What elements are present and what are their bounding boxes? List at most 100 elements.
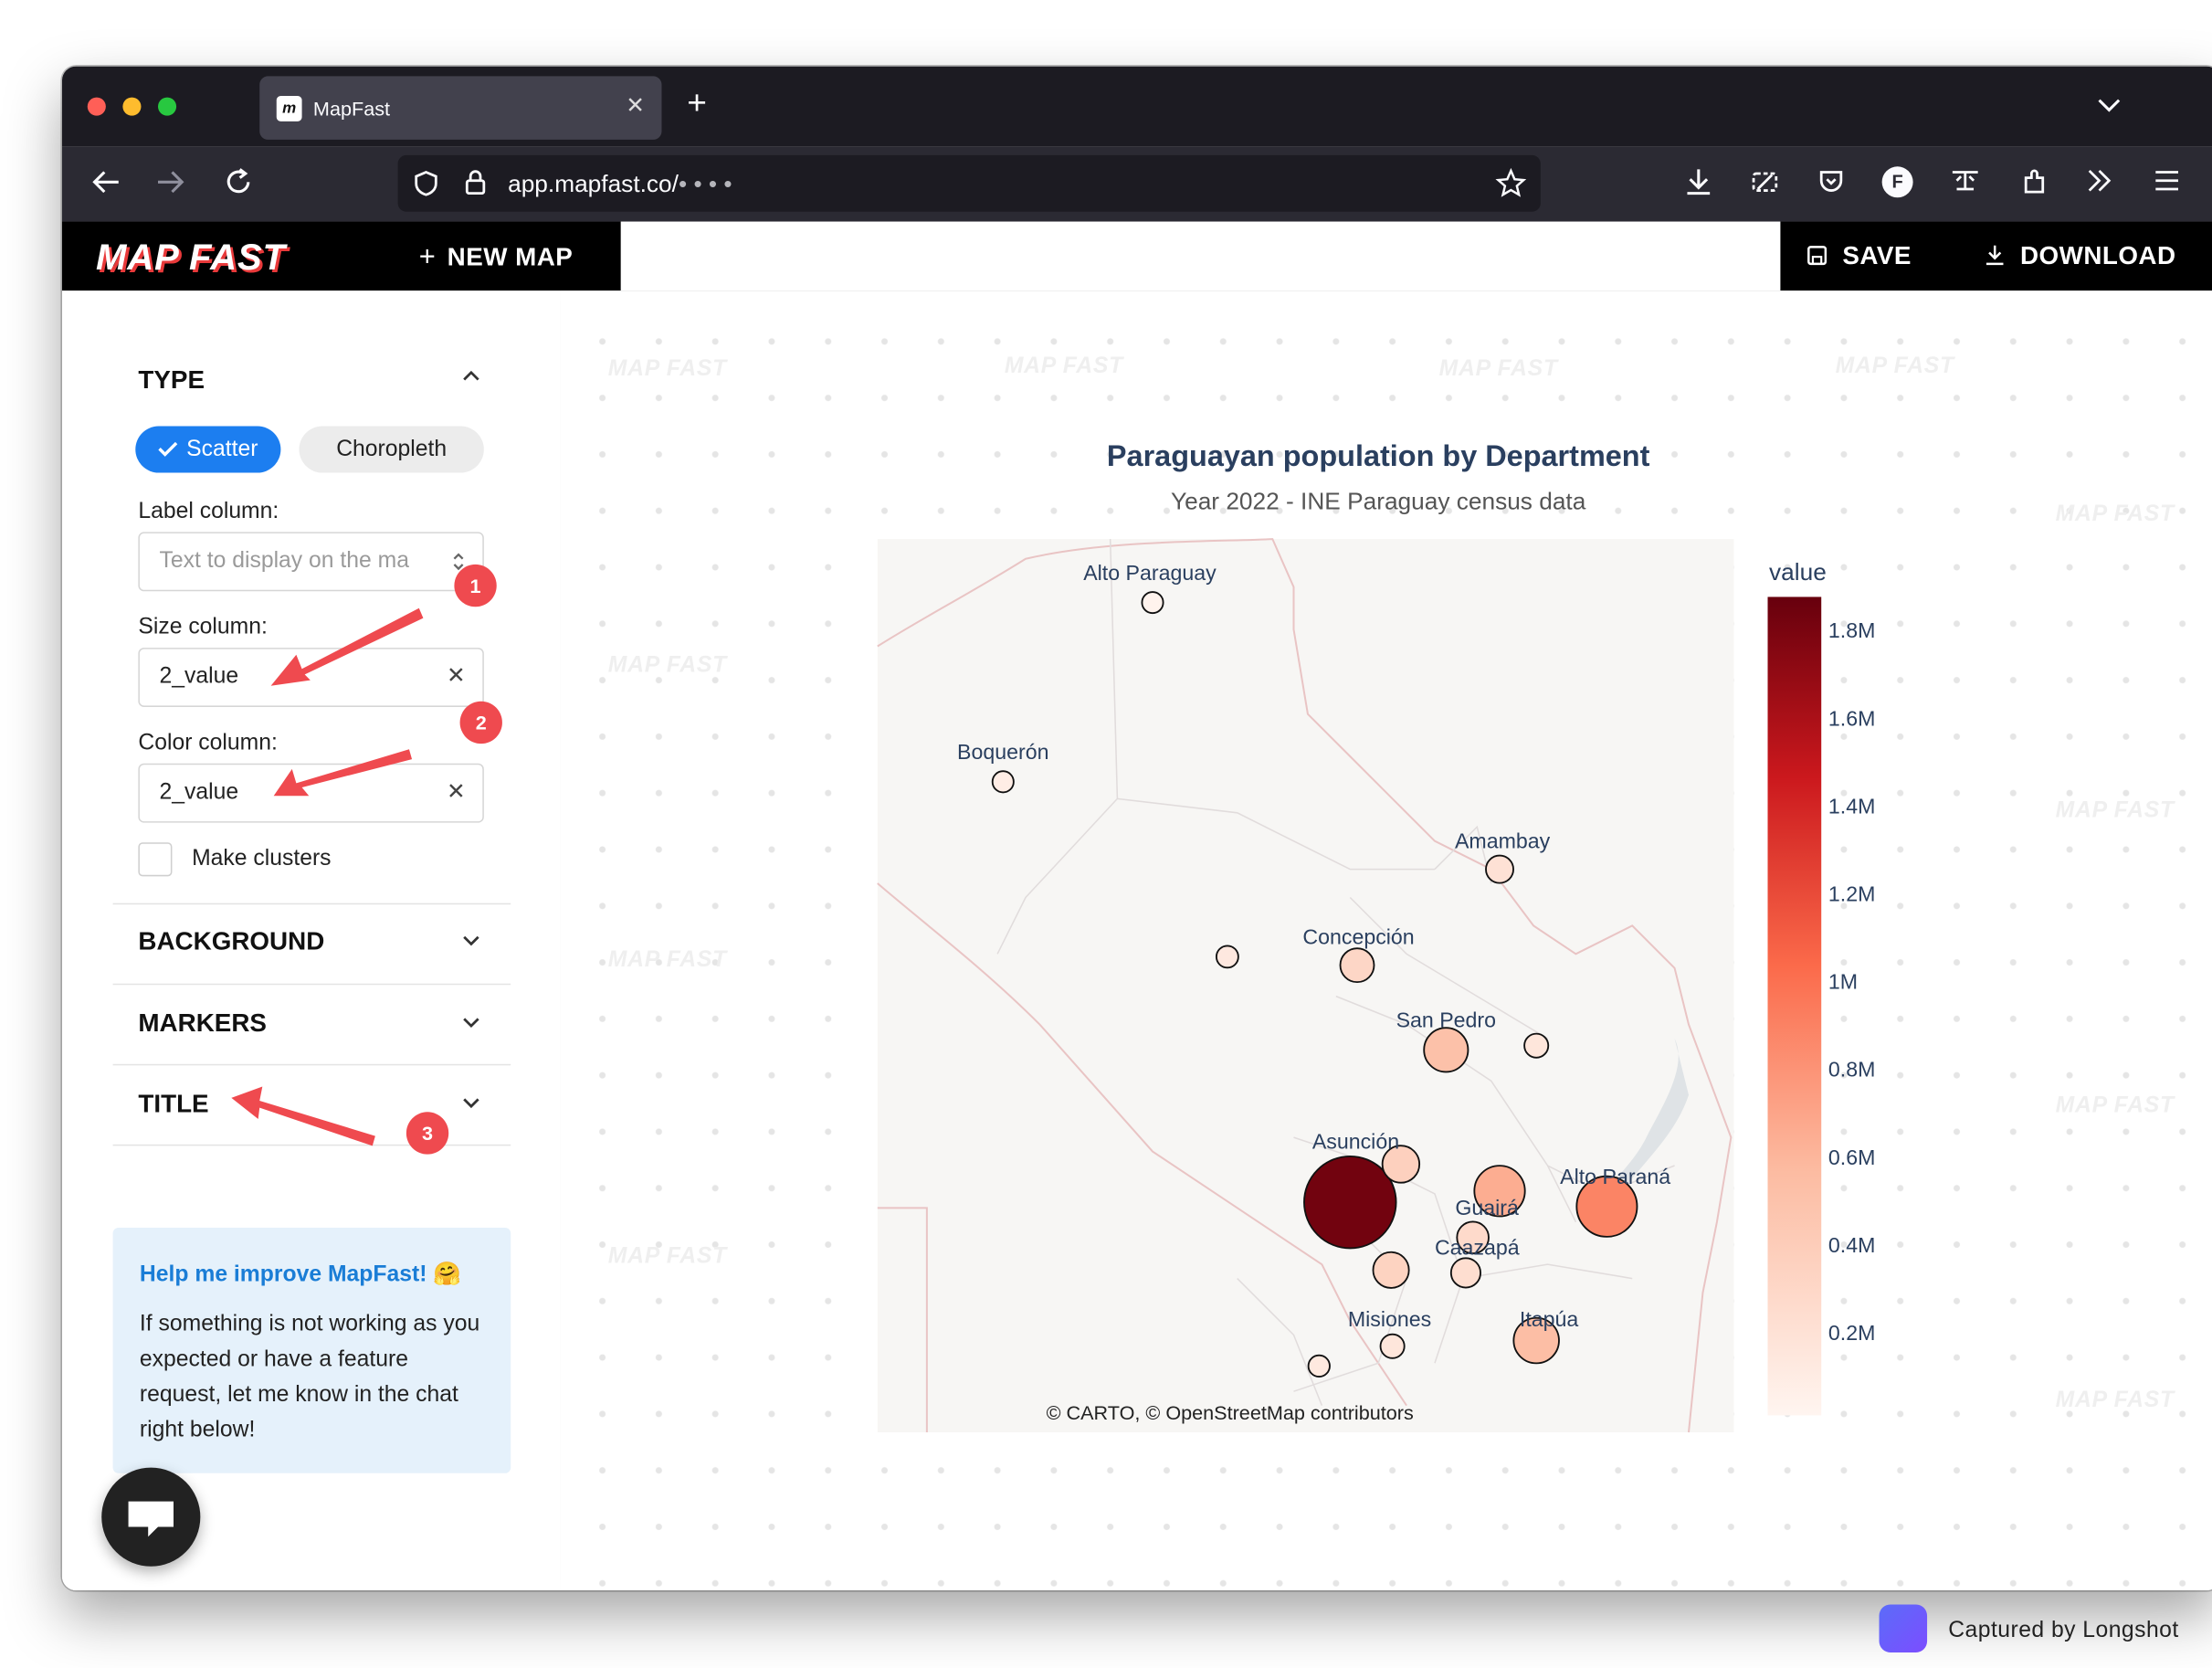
url-bar[interactable]: app.mapfast.co/• • • • [397, 154, 1541, 212]
point-label: Concepción [1302, 924, 1414, 948]
translate-icon[interactable] [1950, 166, 1981, 203]
scatter-point[interactable] [1456, 1220, 1490, 1255]
clear-color-icon[interactable]: ✕ [447, 780, 466, 805]
markers-section-header[interactable]: MARKERS [138, 1008, 267, 1038]
point-label: Itapúa [1520, 1307, 1579, 1331]
label-column-label: Label column: [138, 499, 279, 524]
chart-title: Paraguayan population by Department [1107, 439, 1650, 472]
bookmark-star-icon[interactable] [1495, 167, 1527, 206]
scatter-point[interactable] [1575, 1175, 1638, 1238]
watermark: MAP FAST [2055, 1388, 2175, 1413]
zoom-window-button[interactable] [158, 97, 177, 116]
chevron-down-icon[interactable] [461, 1010, 481, 1033]
colorbar-tick-label: 0.8M [1828, 1058, 1875, 1082]
new-map-button[interactable]: + NEW MAP [418, 241, 574, 273]
annotation-badge-3: 3 [406, 1112, 449, 1155]
scatter-point[interactable] [1307, 1354, 1331, 1378]
scatter-point[interactable] [1473, 1165, 1526, 1218]
scatter-point[interactable] [1423, 1027, 1469, 1073]
watermark: MAP FAST [2055, 501, 2175, 527]
make-clusters-checkbox[interactable] [138, 842, 173, 877]
chevron-down-icon[interactable] [461, 1091, 481, 1114]
scatter-point[interactable] [991, 770, 1015, 794]
scatter-point[interactable] [1141, 591, 1164, 615]
point-label: Caazapá [1435, 1235, 1520, 1259]
size-column-select[interactable]: 2_value ✕ [138, 648, 484, 707]
background-section-header[interactable]: BACKGROUND [138, 926, 325, 955]
clear-size-icon[interactable]: ✕ [447, 664, 466, 689]
scatter-point[interactable] [1449, 1257, 1481, 1289]
divider [112, 983, 511, 986]
longshot-logo-icon [1879, 1604, 1928, 1652]
divider [112, 1063, 511, 1066]
point-label: Alto Paraguay [1083, 561, 1217, 585]
screenshot-icon[interactable] [1749, 166, 1780, 206]
forward-arrow-icon[interactable] [155, 166, 186, 206]
map-attribution: © CARTO, © OpenStreetMap contributors [1047, 1401, 1414, 1424]
extensions-puzzle-icon[interactable] [2020, 166, 2049, 206]
lock-icon[interactable] [463, 168, 489, 204]
back-arrow-icon[interactable] [90, 166, 121, 206]
scatter-point[interactable] [1372, 1251, 1410, 1289]
watermark: MAP FAST [2055, 1093, 2175, 1118]
browser-tab[interactable]: m MapFast ✕ [259, 76, 662, 140]
scatter-point[interactable] [1303, 1155, 1397, 1250]
scatter-point[interactable] [1512, 1316, 1560, 1365]
hamburger-menu-icon[interactable] [2153, 166, 2181, 203]
make-clusters-label: Make clusters [192, 846, 332, 871]
scatter-point[interactable] [1381, 1145, 1421, 1184]
mapfast-favicon: m [276, 96, 302, 121]
color-column-label: Color column: [138, 731, 278, 755]
divider [112, 903, 511, 905]
size-column-label: Size column: [138, 615, 268, 639]
scatter-point[interactable] [1339, 947, 1375, 984]
chat-bubble-icon [128, 1501, 174, 1537]
watermark: MAP FAST [1835, 354, 1954, 379]
download-icon [1984, 244, 2007, 273]
watermark: MAP FAST [2055, 798, 2175, 823]
minimize-window-button[interactable] [122, 97, 142, 116]
type-scatter-chip[interactable]: Scatter [135, 426, 281, 473]
settings-sidebar: TYPE Scatter Choropleth Label column: Te… [61, 290, 561, 1590]
download-button[interactable]: DOWNLOAD [1984, 241, 2176, 274]
color-column-select[interactable]: 2_value ✕ [138, 763, 484, 823]
title-section-header[interactable]: TITLE [138, 1089, 209, 1118]
chat-button[interactable] [101, 1467, 201, 1567]
type-choropleth-chip[interactable]: Choropleth [299, 426, 484, 473]
color-column-value: 2_value [159, 780, 239, 805]
scatter-point[interactable] [1379, 1333, 1406, 1359]
mapfast-logo[interactable]: MAP FAST [96, 235, 286, 279]
scatter-point[interactable] [1485, 854, 1514, 884]
downloads-icon[interactable] [1684, 166, 1712, 206]
more-tools-chevrons-icon[interactable] [2085, 166, 2113, 203]
chevron-up-icon[interactable] [461, 364, 481, 387]
pocket-icon[interactable] [1817, 166, 1846, 203]
chart-subtitle: Year 2022 - INE Paraguay census data [1171, 488, 1586, 515]
watermark: MAP FAST [607, 653, 727, 678]
basemap: © CARTO, © OpenStreetMap contributors [877, 538, 1734, 1433]
label-column-placeholder: Text to display on the ma [159, 548, 409, 574]
url-text: app.mapfast.co/• • • • [508, 170, 732, 198]
select-updown-icon [451, 550, 465, 579]
scatter-point[interactable] [1215, 945, 1239, 969]
point-label: Boquerón [957, 740, 1048, 764]
account-avatar-icon[interactable]: F [1881, 166, 1913, 198]
reload-icon[interactable] [223, 166, 254, 206]
close-window-button[interactable] [87, 97, 106, 116]
colorbar-tick-label: 1.8M [1828, 618, 1875, 642]
new-tab-icon[interactable]: + [687, 84, 707, 123]
watermark: MAP FAST [607, 1244, 727, 1269]
type-section-header[interactable]: TYPE [138, 365, 205, 394]
map-chart: Paraguayan population by Department Year… [877, 439, 1875, 1433]
label-column-select[interactable]: Text to display on the ma [138, 532, 484, 592]
watermark: MAP FAST [607, 356, 727, 382]
list-tabs-chevron-icon[interactable] [2096, 91, 2122, 121]
shield-icon[interactable] [412, 169, 440, 205]
save-button[interactable]: SAVE [1806, 241, 1912, 274]
close-tab-icon[interactable]: ✕ [626, 94, 645, 119]
scatter-point[interactable] [1523, 1032, 1550, 1059]
colorbar-gradient [1767, 596, 1822, 1416]
colorbar-tick-label: 1.4M [1828, 794, 1875, 818]
plus-icon: + [418, 241, 437, 273]
chevron-down-icon[interactable] [461, 928, 481, 951]
